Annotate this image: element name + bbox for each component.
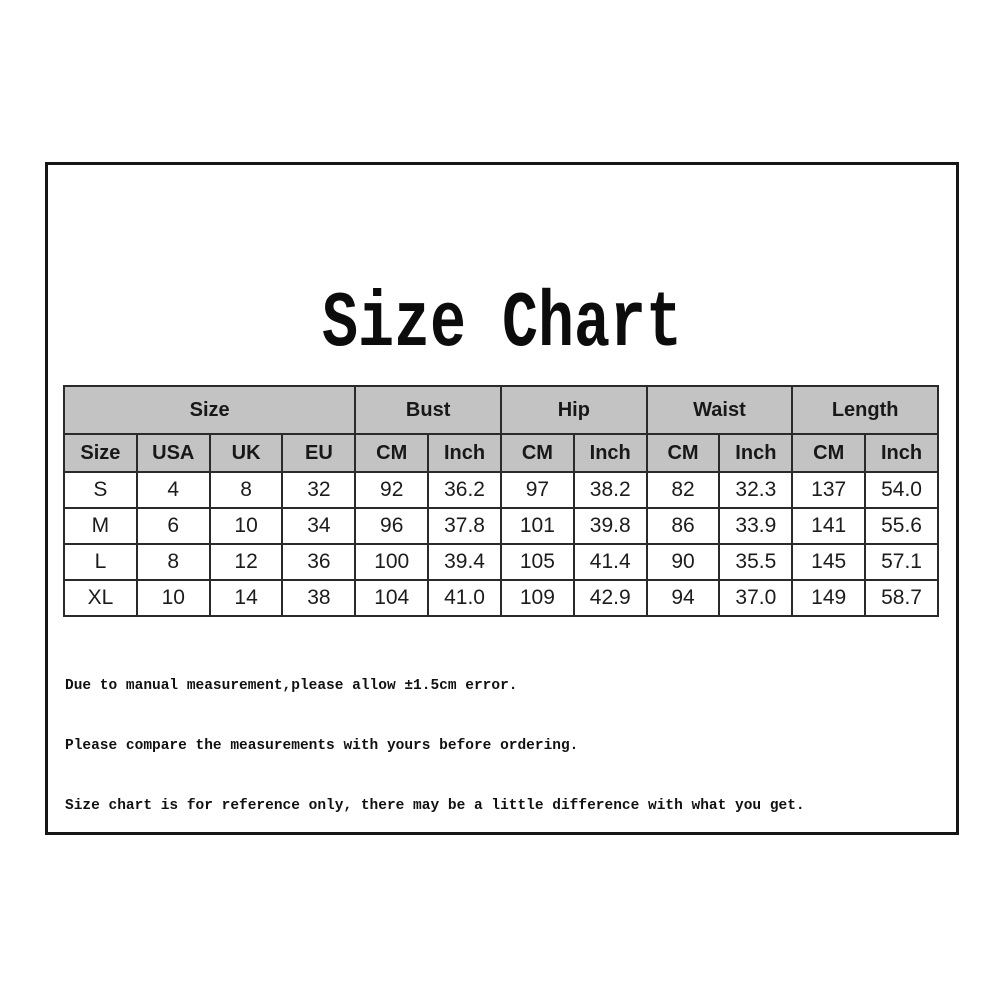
table-cell: 34 (281, 507, 357, 545)
table-cell: 109 (499, 579, 575, 617)
table-cell: 10 (208, 507, 284, 545)
table-cell: S (63, 471, 138, 509)
table-cell: 38 (281, 579, 357, 617)
content-frame: Size Chart Size Bust Hip Waist Length Size US… (45, 162, 959, 835)
table-cell: M (63, 507, 138, 545)
table-cell: 32.3 (718, 471, 794, 509)
table-cell: 55.6 (864, 507, 939, 545)
table-cell: 12 (208, 543, 284, 581)
column-header-cell: Inch (864, 433, 939, 473)
table-cell: 37.8 (427, 507, 502, 545)
group-header-cell: Hip (499, 385, 648, 435)
note-line: Size chart is for reference only, there … (65, 798, 805, 814)
table-cell: 41.0 (427, 579, 502, 617)
table-row: XL 10 14 38 104 41.0 109 42.9 94 37.0 149 58.7 (63, 579, 939, 617)
table-cell: 54.0 (864, 471, 939, 509)
table-cell: 104 (354, 579, 430, 617)
group-header-cell: Size (62, 385, 357, 435)
table-cell: 6 (135, 507, 211, 545)
table-cell: 57.1 (864, 543, 939, 581)
table-cell: 36 (281, 543, 357, 581)
group-header-cell: Waist (645, 385, 794, 435)
table-cell: 36.2 (427, 471, 502, 509)
table-cell: 8 (135, 543, 211, 581)
table-row: L 8 12 36 100 39.4 105 41.4 90 35.5 145 57.1 (63, 543, 939, 581)
table-cell: 42.9 (572, 579, 648, 617)
table-cell: 94 (645, 579, 721, 617)
table-cell: L (63, 543, 138, 581)
table-cell: 145 (791, 543, 867, 581)
table-cell: 32 (281, 471, 357, 509)
table-row: M 6 10 34 96 37.8 101 39.8 86 33.9 141 55.6 (63, 507, 939, 545)
table-cell: 4 (135, 471, 211, 509)
table-cell: 10 (135, 579, 211, 617)
note-line: Please compare the measurements with you… (65, 738, 579, 754)
table-cell: 92 (354, 471, 430, 509)
table-cell: 38.2 (572, 471, 648, 509)
column-header-cell: CM (791, 433, 867, 473)
column-header-cell: Inch (427, 433, 502, 473)
column-header-cell: CM (354, 433, 430, 473)
group-header-row: Size Bust Hip Waist Length (62, 385, 939, 435)
column-header-row: Size USA UK EU CM Inch CM Inch CM Inch CM Inch (63, 433, 939, 473)
table-cell: 58.7 (864, 579, 939, 617)
column-header-cell: CM (499, 433, 575, 473)
table-cell: 39.8 (572, 507, 648, 545)
group-header-cell: Bust (354, 385, 502, 435)
table-cell: 86 (645, 507, 721, 545)
size-table: Size Bust Hip Waist Length Size USA UK EU CM Inch… (62, 385, 939, 617)
table-cell: 39.4 (427, 543, 502, 581)
column-header-cell: USA (135, 433, 211, 473)
column-header-cell: Inch (572, 433, 648, 473)
table-cell: 41.4 (572, 543, 648, 581)
note-line: Due to manual measurement,please allow ±… (65, 678, 518, 694)
page-title: Size Chart (321, 280, 683, 370)
table-cell: 82 (645, 471, 721, 509)
table-cell: 14 (208, 579, 284, 617)
table-cell: 96 (354, 507, 430, 545)
column-header-cell: EU (281, 433, 357, 473)
measurement-notes: Due to manual measurement,please allow ±… (65, 636, 805, 856)
column-header-cell: Inch (718, 433, 794, 473)
table-cell: 149 (791, 579, 867, 617)
column-header-cell: UK (208, 433, 284, 473)
table-cell: 37.0 (718, 579, 794, 617)
table-cell: 97 (499, 471, 575, 509)
table-cell: XL (63, 579, 138, 617)
group-header-cell: Length (791, 385, 939, 435)
table-cell: 105 (499, 543, 575, 581)
column-header-cell: Size (63, 433, 138, 473)
column-header-cell: CM (645, 433, 721, 473)
table-cell: 100 (354, 543, 430, 581)
table-row: S 4 8 32 92 36.2 97 38.2 82 32.3 137 54.0 (63, 471, 939, 509)
table-cell: 101 (499, 507, 575, 545)
table-cell: 33.9 (718, 507, 794, 545)
table-body: S 4 8 32 92 36.2 97 38.2 82 32.3 137 54.0 M 6 10 34 96 37… (63, 471, 939, 617)
table-cell: 137 (791, 471, 867, 509)
table-cell: 90 (645, 543, 721, 581)
table-cell: 8 (208, 471, 284, 509)
table-cell: 141 (791, 507, 867, 545)
table-cell: 35.5 (718, 543, 794, 581)
table-head: Size Bust Hip Waist Length Size USA UK EU CM Inch… (62, 385, 939, 473)
